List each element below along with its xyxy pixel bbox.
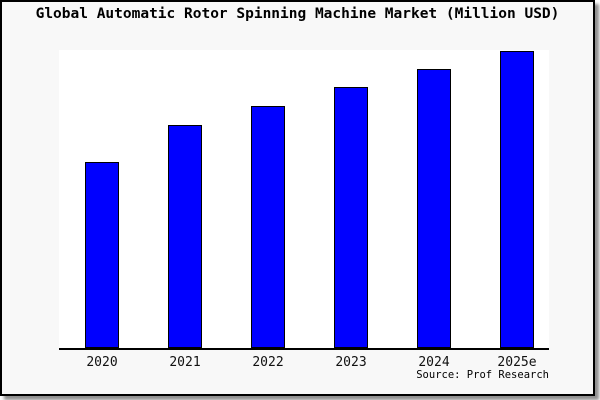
plot-area: [59, 50, 549, 350]
bar-2024: [417, 69, 451, 348]
x-tick-label-2021: 2021: [169, 355, 201, 370]
x-tick-label-2024: 2024: [418, 355, 450, 370]
x-tick-label-2022: 2022: [252, 355, 284, 370]
bar-2020: [85, 162, 119, 348]
x-tick-label-2023: 2023: [335, 355, 367, 370]
bar-2021: [168, 125, 202, 348]
x-tick-label-2025e: 2025e: [497, 355, 537, 370]
bar-2025e: [500, 51, 534, 348]
bar-2022: [251, 106, 285, 348]
source-attribution: Source: Prof Research: [416, 369, 549, 381]
bar-2023: [334, 87, 368, 348]
chart-title: Global Automatic Rotor Spinning Machine …: [35, 6, 560, 22]
x-tick-label-2020: 2020: [86, 355, 118, 370]
